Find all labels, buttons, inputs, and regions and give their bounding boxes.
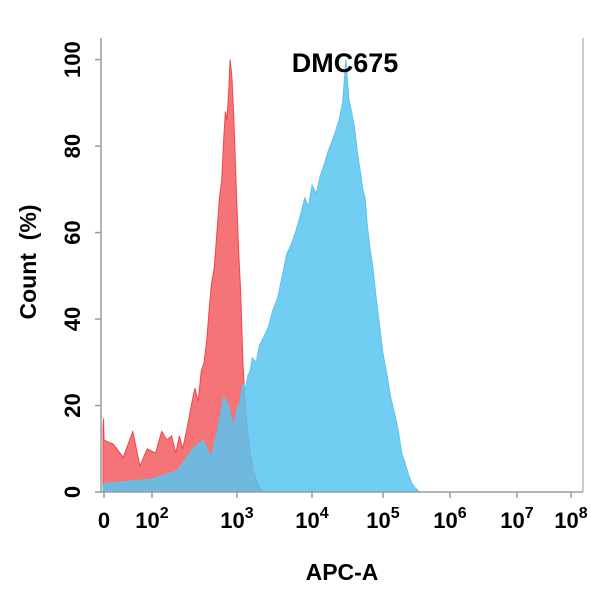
x-tick-label: 105 bbox=[366, 505, 399, 533]
chart-title: DMC675 bbox=[292, 48, 399, 78]
y-tick-label: 100 bbox=[60, 41, 85, 78]
y-tick-label: 80 bbox=[60, 134, 85, 158]
histogram-series-1 bbox=[102, 59, 264, 493]
y-tick-label: 60 bbox=[60, 220, 85, 244]
y-tick-label: 0 bbox=[60, 486, 85, 498]
x-ticks: 0 102 103 104 105 106 107 108 bbox=[98, 492, 588, 533]
y-ticks: 0 20 40 60 80 100 bbox=[60, 41, 101, 498]
x-tick-label: 103 bbox=[220, 505, 253, 533]
x-axis-label: APC-A bbox=[306, 559, 379, 585]
y-tick-label: 20 bbox=[60, 393, 85, 417]
series-layer bbox=[102, 59, 421, 493]
x-tick-label: 107 bbox=[500, 505, 533, 533]
x-tick-label: 102 bbox=[135, 505, 168, 533]
axes-frame bbox=[100, 38, 584, 493]
y-tick-label: 40 bbox=[60, 307, 85, 331]
histogram-series-2 bbox=[102, 59, 421, 493]
x-tick-label: 106 bbox=[433, 505, 466, 533]
y-axis-label: Count (%) bbox=[15, 205, 41, 320]
x-tick-label: 108 bbox=[554, 505, 587, 533]
x-tick-label: 0 bbox=[98, 508, 110, 533]
x-tick-label: 104 bbox=[295, 505, 328, 533]
